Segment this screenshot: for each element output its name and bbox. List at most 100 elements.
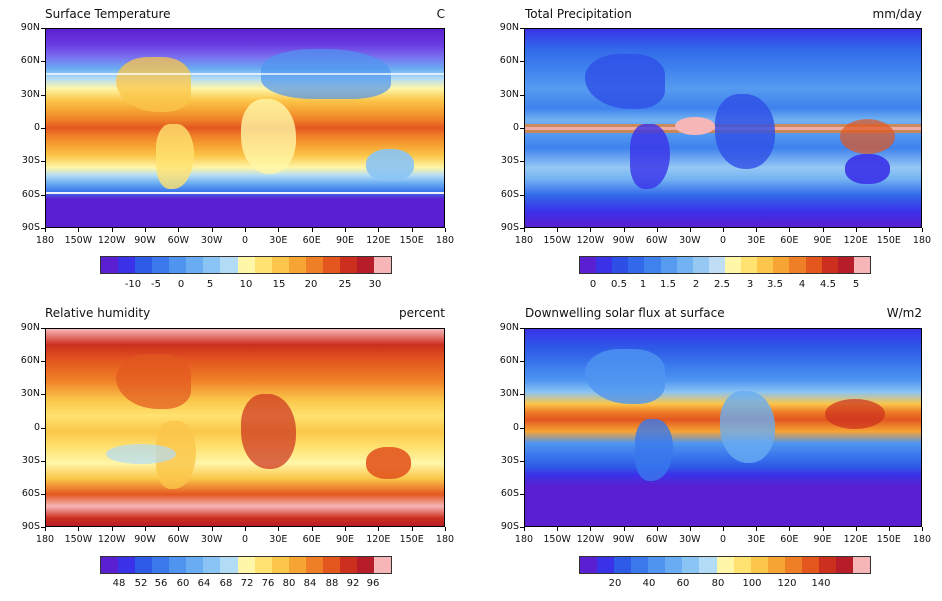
longitude-label: 90W [134, 235, 156, 246]
latitude-tick [41, 460, 45, 462]
longitude-tick [557, 228, 559, 232]
longitude-tick [78, 228, 80, 232]
latitude-tick [41, 161, 45, 163]
longitude-tick [78, 527, 80, 531]
longitude-label: 180 [912, 235, 932, 246]
longitude-tick [145, 228, 146, 232]
panel-title: Relative humidity [45, 306, 151, 320]
longitude-tick [524, 527, 525, 531]
latitude-tick [41, 28, 45, 29]
land-north-america [585, 349, 665, 404]
longitude-label: 30E [747, 235, 766, 246]
longitude-tick [689, 527, 691, 531]
latitude-label: 30S [21, 155, 40, 167]
colorbar-label: 1 [639, 279, 647, 290]
latitude-tick [41, 94, 45, 96]
latitude-label: 60S [21, 487, 40, 499]
latitude-label: 30S [500, 454, 519, 466]
latitude-label: 0 [512, 122, 519, 133]
longitude-label: 60W [645, 235, 668, 246]
panel-title: Total Precipitation [525, 7, 632, 21]
longitude-tick [789, 527, 791, 531]
longitude-label: 30W [200, 235, 223, 246]
colorbar-label: 0.5 [611, 279, 627, 290]
colorbar-label: 72 [240, 578, 254, 589]
longitude-tick [855, 228, 857, 232]
longitude-tick [311, 527, 313, 531]
colorbar-label: 68 [219, 578, 233, 589]
latitude-tick [41, 493, 45, 495]
latitude-label: 60N [499, 55, 519, 67]
latitude-tick [520, 94, 524, 96]
longitude-label: 30W [679, 235, 701, 246]
colorbar-label: 5 [206, 279, 214, 290]
colorbar-downwelling-solar-flux [579, 556, 871, 574]
longitude-tick [211, 527, 213, 531]
longitude-label: 120E [843, 534, 868, 545]
colorbar-label: 76 [261, 578, 275, 589]
colorbar-label: 60 [676, 578, 690, 589]
colorbar-label: 80 [711, 578, 725, 589]
latitude-label: 90S [21, 222, 40, 233]
longitude-tick [590, 228, 592, 232]
colorbar-label: 84 [303, 578, 317, 589]
latitude-label: 0 [33, 122, 40, 133]
longitude-label: 150W [543, 534, 571, 545]
latitude-label: 30N [20, 388, 40, 400]
colorbar-label: 2.5 [714, 279, 730, 290]
colorbar-label: 48 [112, 578, 126, 589]
land-south-america [635, 419, 673, 481]
latitude-tick [520, 61, 524, 63]
panel-units: C [436, 7, 445, 21]
precip-max-maritime [840, 119, 895, 154]
longitude-label: 30E [269, 534, 288, 545]
land-south-america [630, 124, 670, 189]
latitude-tick [520, 427, 524, 429]
latitude-label: 90S [500, 521, 519, 532]
colorbar-label: 0 [589, 279, 597, 290]
longitude-label: 30W [679, 534, 701, 545]
longitude-tick [623, 228, 625, 232]
colorbar-label: 0 [177, 279, 185, 290]
panel-title: Surface Temperature [45, 7, 171, 21]
longitude-label: 180 [912, 534, 932, 545]
longitude-tick [178, 527, 180, 531]
longitude-tick [524, 228, 525, 232]
longitude-tick [245, 228, 246, 232]
colorbar-label: 2 [692, 279, 700, 290]
latitude-tick [520, 194, 524, 196]
longitude-label: 0 [719, 534, 727, 545]
longitude-tick [411, 228, 413, 232]
latitude-label: 60N [499, 355, 519, 367]
longitude-label: 120W [576, 235, 605, 246]
longitude-label: 90E [813, 235, 832, 246]
longitude-tick [45, 228, 46, 232]
colorbar-label: -10 [124, 279, 142, 290]
latitude-tick [520, 394, 524, 396]
longitude-label: 90W [612, 534, 635, 545]
latitude-label: 30S [21, 454, 40, 466]
colorbar-total-precipitation [579, 256, 871, 274]
land-north-america [116, 57, 191, 112]
colorbar-label: 140 [811, 578, 831, 589]
colorbar-label: 64 [197, 578, 211, 589]
longitude-label: 60E [780, 534, 799, 545]
longitude-tick [822, 228, 824, 232]
longitude-tick [378, 527, 380, 531]
latitude-tick [520, 328, 524, 329]
latitude-label: 0 [512, 421, 519, 433]
colorbar-label: -5 [151, 279, 161, 290]
panel-units: mm/day [872, 7, 923, 21]
longitude-label: 0 [241, 534, 249, 545]
longitude-tick [789, 228, 791, 232]
longitude-label: 120E [843, 235, 868, 246]
longitude-label: 0 [241, 235, 249, 246]
colorbar-label: 120 [777, 578, 797, 589]
longitude-tick [888, 527, 890, 531]
longitude-label: 180 [435, 235, 455, 246]
longitude-tick [855, 527, 857, 531]
longitude-tick [723, 527, 724, 531]
map-surface-temperature [45, 28, 445, 228]
latitude-tick [41, 228, 45, 229]
longitude-label: 120W [97, 534, 126, 545]
